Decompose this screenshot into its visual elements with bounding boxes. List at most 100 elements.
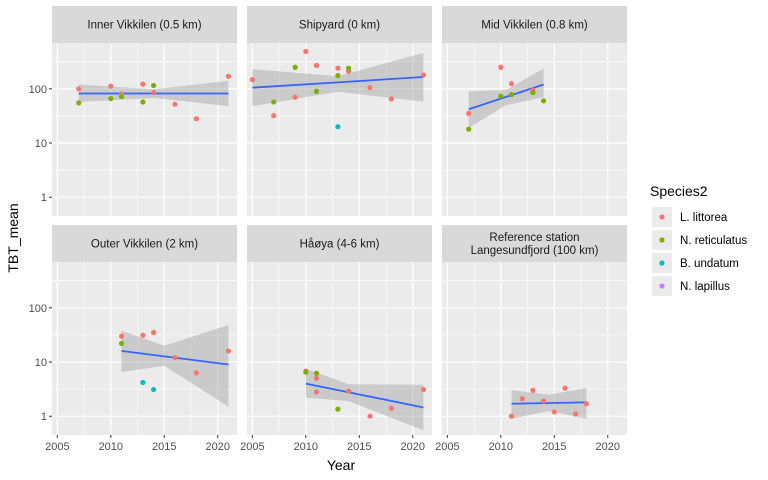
- data-point: [313, 370, 320, 376]
- data-point: [303, 48, 309, 54]
- legend-label: N. reticulatus: [680, 235, 747, 247]
- data-point: [193, 116, 199, 122]
- facet-strip: [247, 6, 432, 43]
- data-point: [118, 333, 125, 339]
- data-point: [573, 411, 579, 417]
- data-point: [313, 88, 320, 94]
- confidence-band: [468, 68, 544, 128]
- confidence-band: [252, 52, 424, 107]
- y-tick-label: 100: [29, 303, 47, 315]
- facet-panel: Inner Vikkilen (0.5 km) 1 10 100: [29, 6, 237, 216]
- data-point: [335, 73, 341, 79]
- data-point: [118, 340, 125, 347]
- data-point: [345, 65, 352, 71]
- panel-background: [247, 43, 432, 216]
- y-tick-label: 1: [41, 411, 47, 423]
- x-tick-label: 2010: [99, 441, 123, 453]
- data-point: [540, 398, 547, 404]
- facet-panel: Mid Vikkilen (0.8 km): [442, 6, 627, 216]
- data-point: [271, 113, 277, 119]
- legend-marker: [659, 214, 665, 220]
- data-point: [193, 370, 199, 376]
- facet-title: Mid Vikkilen (0.8 km): [481, 20, 588, 32]
- x-axis-label: Year: [327, 457, 356, 473]
- data-point: [140, 81, 146, 87]
- panel-background: [52, 262, 237, 435]
- data-point: [540, 98, 547, 104]
- data-point: [292, 94, 298, 100]
- facet-title: Reference station: [489, 232, 579, 244]
- facet-strip: [52, 225, 237, 262]
- y-tick-label: 10: [35, 357, 47, 369]
- data-point: [508, 92, 515, 98]
- data-point: [551, 409, 557, 415]
- data-point: [498, 93, 504, 99]
- legend: Species2 L. littorea N. reticulatus B. und…: [650, 183, 747, 296]
- trend-line: [511, 401, 587, 405]
- x-tick-label: 2010: [489, 441, 513, 453]
- legend-entry: L. littorea: [652, 207, 728, 227]
- confidence-band: [121, 325, 229, 407]
- data-point: [335, 124, 341, 130]
- data-point: [172, 355, 178, 361]
- data-point: [367, 85, 373, 91]
- facet-title: Outer Vikkilen (2 km): [91, 239, 198, 251]
- data-point: [172, 101, 178, 107]
- data-point: [108, 83, 114, 89]
- data-point: [150, 90, 157, 96]
- x-tick-label: 2005: [45, 441, 69, 453]
- data-point: [303, 369, 309, 375]
- x-tick-label: 2015: [347, 441, 371, 453]
- trend-line: [305, 382, 424, 409]
- x-tick-label: 2020: [206, 441, 230, 453]
- panel-background: [442, 43, 627, 216]
- y-tick-label: 10: [35, 138, 47, 150]
- data-point: [562, 385, 568, 391]
- facet-title: Langesundfjord (100 km): [471, 245, 599, 257]
- data-point: [367, 413, 373, 419]
- legend-entry: N. lapillus: [652, 276, 730, 296]
- data-point: [313, 62, 320, 69]
- facet-panel: Outer Vikkilen (2 km) 1 10 100 2005 2010 2015 2…: [29, 225, 237, 453]
- y-axis-label: TBT_mean: [5, 203, 21, 272]
- x-tick-label: 2015: [152, 441, 176, 453]
- data-point: [271, 99, 277, 105]
- facet-panel: Shipyard (0 km): [247, 6, 432, 216]
- legend-entry: B. undatum: [652, 253, 739, 273]
- data-point: [313, 375, 320, 381]
- panel-background: [442, 262, 627, 435]
- x-tick-label: 2005: [435, 441, 459, 453]
- data-point: [225, 73, 232, 79]
- x-tick-label: 2010: [294, 441, 318, 453]
- legend-title: Species2: [650, 183, 708, 199]
- facet-strip: [442, 6, 627, 43]
- data-point: [508, 80, 515, 87]
- legend-marker: [659, 237, 665, 243]
- data-point: [466, 126, 472, 132]
- facet-panels: Inner Vikkilen (0.5 km) 1 10 100 Shipyard (0…: [29, 6, 627, 453]
- legend-marker: [659, 260, 665, 266]
- panel-background: [247, 262, 432, 435]
- legend-label: B. undatum: [680, 258, 739, 270]
- data-point: [335, 65, 341, 71]
- data-point: [150, 329, 157, 336]
- data-point: [466, 110, 472, 117]
- confidence-band: [305, 368, 424, 431]
- facet-title: Inner Vikkilen (0.5 km): [87, 20, 201, 32]
- data-point: [420, 386, 427, 393]
- x-tick-label: 2020: [596, 441, 620, 453]
- legend-label: L. littorea: [680, 212, 728, 224]
- data-point: [76, 100, 82, 106]
- legend-label: N. lapillus: [680, 281, 730, 293]
- data-point: [150, 82, 157, 89]
- data-point: [76, 86, 82, 92]
- data-point: [530, 387, 536, 393]
- legend-entry: N. reticulatus: [652, 230, 747, 250]
- facet-title: Håøya (4-6 km): [300, 239, 380, 251]
- data-point: [249, 76, 255, 83]
- data-point: [508, 413, 515, 419]
- data-point: [345, 388, 352, 394]
- data-point: [519, 396, 525, 402]
